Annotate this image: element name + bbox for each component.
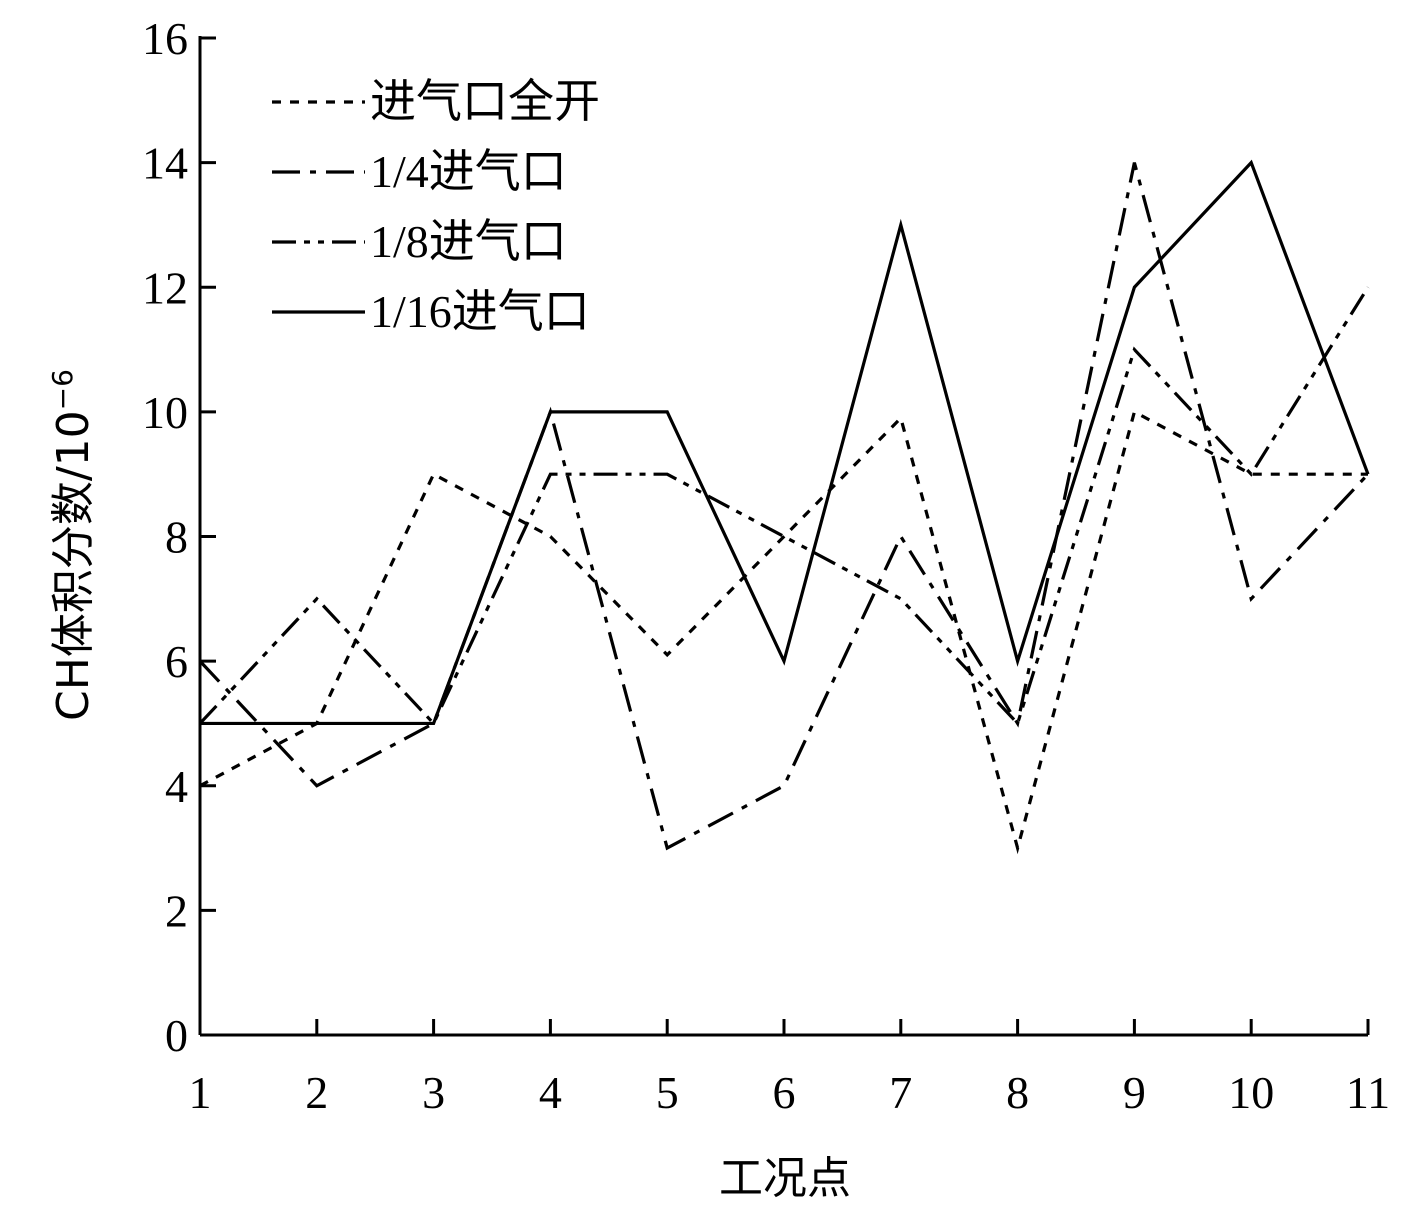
x-tick-label: 5	[656, 1067, 679, 1118]
x-tick-label: 3	[422, 1067, 445, 1118]
legend-entry-label: 进气口全开	[370, 76, 600, 127]
y-tick-label: 10	[142, 387, 188, 438]
y-axis-label-main: CH体积分数/10	[48, 410, 99, 721]
legend-entry-label: 1/4进气口	[370, 146, 567, 197]
series-line-4	[200, 159, 1370, 726]
legend-entry-label: 1/16进气口	[370, 286, 590, 337]
y-tick-label: 4	[165, 761, 188, 812]
legend-entry-label: 1/8进气口	[370, 216, 567, 267]
y-tick-label: 6	[165, 636, 188, 687]
x-tick-label: 2	[305, 1067, 328, 1118]
x-tick-label: 10	[1228, 1067, 1274, 1118]
y-axis-label-exponent: −6	[46, 369, 79, 410]
x-tick-label: 6	[773, 1067, 796, 1118]
x-tick-label: 11	[1346, 1067, 1390, 1118]
y-tick-label: 2	[165, 885, 188, 936]
y-tick-label: 16	[142, 13, 188, 64]
y-tick-label: 8	[165, 512, 188, 563]
legend: 进气口全开 1/4进气口 1/8进气口 1/16进气口	[272, 76, 600, 337]
y-tick-label: 0	[165, 1010, 188, 1061]
x-tick-label: 1	[189, 1067, 212, 1118]
x-tick-label: 7	[889, 1067, 912, 1118]
x-axis-label: 工况点	[719, 1153, 851, 1204]
y-axis-label: CH体积分数/10−6	[46, 369, 100, 721]
y-tick-label: 12	[142, 262, 188, 313]
series-line-1	[199, 409, 1368, 855]
x-tick-label: 4	[539, 1067, 562, 1118]
x-tick-label: 9	[1123, 1067, 1146, 1118]
y-tick-label: 14	[142, 138, 188, 189]
y-axis-label-group: CH体积分数/10−6	[46, 369, 100, 721]
series-line-2	[198, 162, 1370, 851]
series-layer	[198, 159, 1370, 855]
x-tick-label: 8	[1006, 1067, 1029, 1118]
